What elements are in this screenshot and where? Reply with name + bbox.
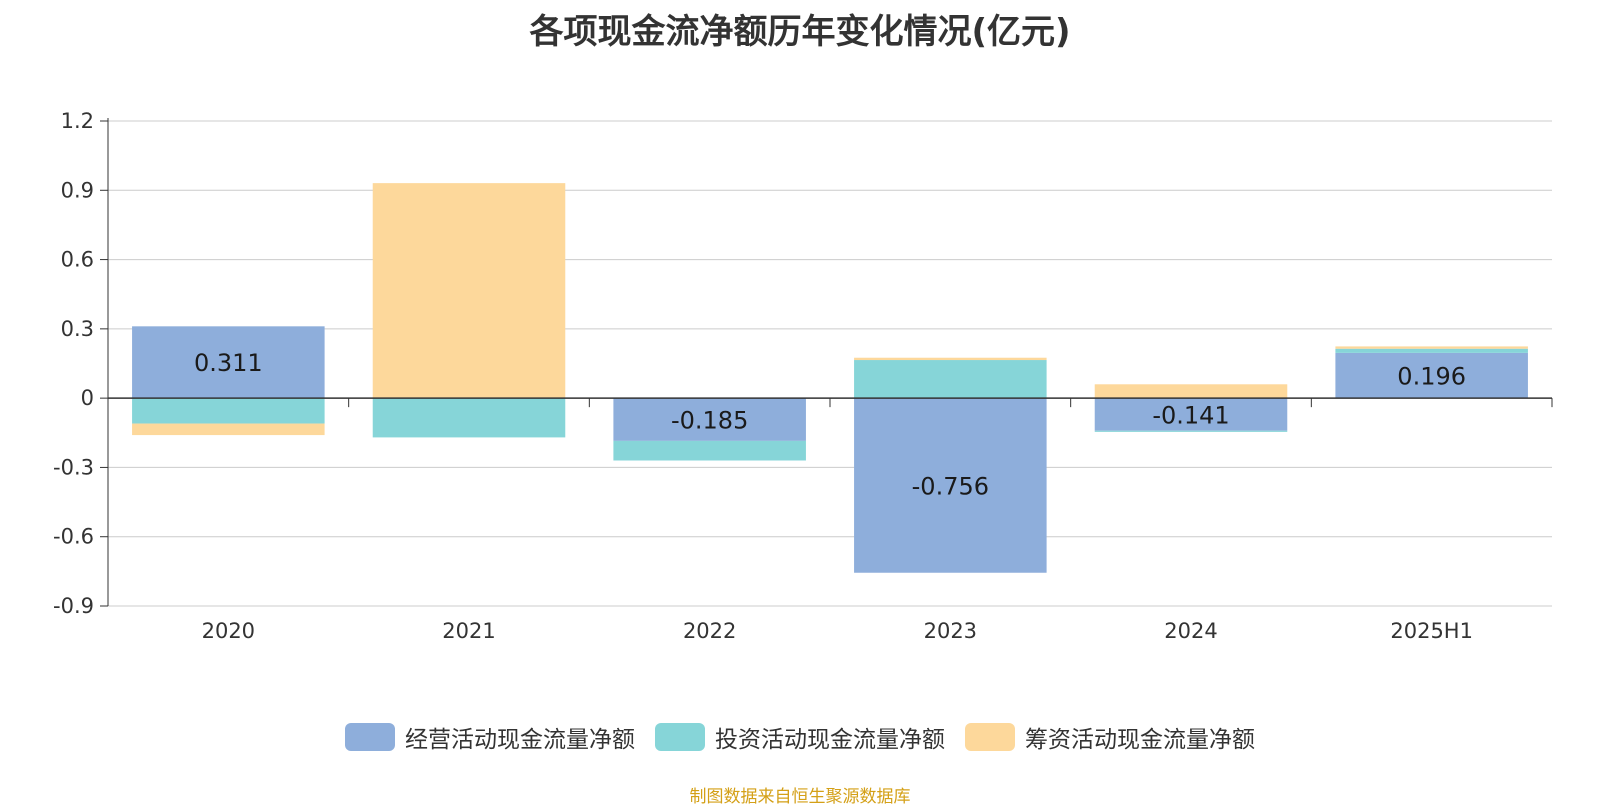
bar-2024-series-1 xyxy=(1094,430,1288,432)
legend-swatch-operating xyxy=(345,723,395,751)
y-tick-label: -0.6 xyxy=(53,525,94,549)
axes xyxy=(100,118,1553,607)
bar-2022-series-1 xyxy=(613,440,806,461)
x-tick-label: 2022 xyxy=(683,619,736,643)
bar-2021-series-1 xyxy=(372,398,566,438)
bar-2021-series-2 xyxy=(372,183,566,398)
data-label: -0.756 xyxy=(912,472,989,500)
bar-2025H1-series-2 xyxy=(1335,346,1528,349)
y-tick-label: 0.3 xyxy=(61,317,94,341)
data-label: -0.141 xyxy=(1152,401,1229,429)
bar-2020-series-1 xyxy=(132,398,325,424)
data-label: -0.185 xyxy=(671,407,748,435)
y-tick-label: -0.9 xyxy=(53,594,94,618)
bar-2025H1-series-0 xyxy=(1335,352,1528,399)
bar-2020-series-2 xyxy=(132,423,325,436)
legend-item-investing[interactable]: 投资活动现金流量净额 xyxy=(655,720,945,754)
legend-label-investing: 投资活动现金流量净额 xyxy=(715,727,945,753)
x-tick-label: 2021 xyxy=(442,619,495,643)
legend-item-financing[interactable]: 筹资活动现金流量净额 xyxy=(965,720,1255,754)
bar-2020-series-0 xyxy=(132,326,325,399)
data-label: 0.196 xyxy=(1397,363,1466,391)
labels: 1.2 0.9 0.6 0.3 0 -0.3 -0.6 -0.9 0.311 -0.185 -0.7… xyxy=(53,109,1473,643)
bar-2025H1-series-1 xyxy=(1335,348,1528,353)
bar-2023-series-1 xyxy=(854,360,1047,399)
x-tick-label: 2020 xyxy=(202,619,255,643)
bar-2023-series-2 xyxy=(854,357,1047,361)
bar-2023-series-0 xyxy=(854,398,1047,573)
legend: 经营活动现金流量净额 投资活动现金流量净额 筹资活动现金流量净额 xyxy=(0,720,1600,754)
x-tick-label: 2024 xyxy=(1164,619,1217,643)
bar-2022-series-0 xyxy=(613,398,806,441)
bar-chart: 1.2 0.9 0.6 0.3 0 -0.3 -0.6 -0.9 0.311 -0.185 -0.7… xyxy=(53,109,1553,643)
y-tick-label: -0.3 xyxy=(53,455,94,479)
bars xyxy=(132,183,1528,573)
chart-title: 各项现金流净额历年变化情况(亿元) xyxy=(529,12,1071,52)
bar-2024-series-2 xyxy=(1094,384,1288,399)
legend-swatch-investing xyxy=(655,723,705,751)
bar-2024-series-0 xyxy=(1094,398,1288,431)
y-tick-label: 1.2 xyxy=(61,109,94,133)
y-tick-label: 0.6 xyxy=(61,248,94,272)
source-note: 制图数据来自恒生聚源数据库 xyxy=(689,787,911,807)
legend-item-operating[interactable]: 经营活动现金流量净额 xyxy=(345,720,635,754)
data-label: 0.311 xyxy=(194,349,263,377)
legend-label-operating: 经营活动现金流量净额 xyxy=(405,727,635,753)
y-tick-label: 0.9 xyxy=(61,178,94,202)
y-tick-label: 0 xyxy=(81,386,94,410)
x-tick-label: 2025H1 xyxy=(1390,619,1473,643)
legend-label-financing: 筹资活动现金流量净额 xyxy=(1025,727,1255,753)
x-tick-label: 2023 xyxy=(924,619,977,643)
legend-swatch-financing xyxy=(965,723,1015,751)
grid-lines xyxy=(108,120,1552,607)
